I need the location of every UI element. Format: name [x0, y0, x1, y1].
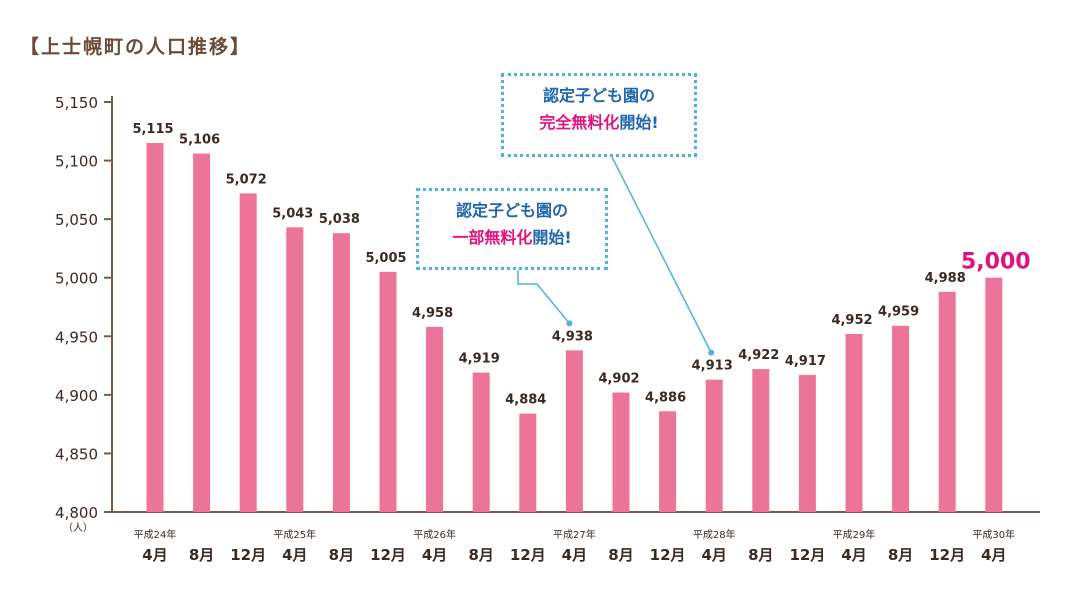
bar	[612, 392, 630, 512]
bar-value-label: 5,115	[132, 122, 173, 137]
x-tick-label: 4月	[841, 546, 866, 564]
callout-partial-highlight: 一部無料化	[452, 228, 533, 247]
bar-value-label: 5,005	[365, 251, 406, 266]
y-tick-label: 4,900	[55, 387, 98, 405]
callout-partial-line2: 一部無料化開始!	[419, 224, 605, 251]
bar-value-label: 4,886	[645, 390, 686, 405]
bar-value-label: 5,043	[272, 206, 313, 221]
bar-value-label: 4,938	[552, 329, 593, 344]
x-tick-label: 8月	[189, 546, 214, 564]
bar	[892, 325, 910, 512]
callout-full-leader-dot	[708, 349, 715, 356]
callout-full-highlight: 完全無料化	[539, 113, 620, 132]
callout-full-line2: 完全無料化開始!	[504, 109, 694, 136]
x-year-label: 平成30年	[972, 528, 1015, 541]
x-tick-label: 12月	[789, 546, 825, 564]
x-tick-label: 4月	[701, 546, 726, 564]
x-tick-label: 8月	[468, 546, 493, 564]
bar-value-label: 4,884	[505, 393, 546, 408]
x-year-label: 平成28年	[693, 528, 736, 541]
callout-partial-rest: 開始!	[532, 228, 572, 247]
y-tick-label: 4,850	[55, 445, 98, 463]
bar	[565, 350, 583, 512]
x-year-label: 平成29年	[833, 528, 876, 541]
x-year-label: 平成27年	[553, 528, 596, 541]
callout-full-line1: 認定子ども園の	[542, 86, 655, 105]
bar-value-label: 4,913	[692, 359, 733, 374]
bar	[659, 411, 677, 512]
y-tick-label: 4,950	[55, 328, 98, 346]
bar	[379, 271, 397, 512]
bar	[146, 143, 164, 512]
x-tick-label: 12月	[929, 546, 965, 564]
bar-value-label: 4,922	[738, 348, 779, 363]
bar-value-label-highlight: 5,000	[961, 250, 1031, 275]
callout-partial-leader-dot	[566, 320, 573, 327]
callout-partial-line1: 認定子ども園の	[455, 201, 568, 220]
x-tick-label: 8月	[608, 546, 633, 564]
bar	[938, 291, 956, 512]
y-tick-label: 4,800	[55, 504, 98, 522]
callout-full-rest: 開始!	[619, 113, 659, 132]
y-tick-label: 5,100	[55, 153, 98, 171]
x-tick-label: 8月	[748, 546, 773, 564]
x-tick-label: 8月	[329, 546, 354, 564]
callout-full-free: 認定子ども園の 完全無料化開始!	[501, 73, 697, 157]
chart-title: 【上士幌町の人口推移】	[20, 36, 252, 58]
bar-value-label: 5,038	[319, 212, 360, 227]
bar-value-label: 4,902	[598, 372, 639, 387]
callout-full-leader	[611, 156, 712, 353]
bar-value-label: 4,959	[878, 305, 919, 320]
bar-value-label: 5,106	[179, 133, 220, 148]
bar-value-label: 5,072	[226, 172, 267, 187]
x-year-label: 平成25年	[273, 528, 316, 541]
bar	[239, 193, 257, 512]
bar	[332, 233, 350, 512]
bar	[705, 379, 723, 512]
x-tick-label: 4月	[142, 546, 167, 564]
bar-value-label: 4,917	[785, 354, 826, 369]
bar	[798, 374, 816, 512]
x-tick-label: 4月	[422, 546, 447, 564]
x-tick-label: 12月	[510, 546, 546, 564]
bar	[472, 372, 490, 512]
bar	[845, 333, 863, 512]
x-year-label: 平成26年	[413, 528, 456, 541]
x-tick-label: 4月	[282, 546, 307, 564]
bar	[519, 413, 537, 512]
bar	[752, 369, 770, 512]
x-tick-label: 4月	[562, 546, 587, 564]
bar-value-label: 4,958	[412, 306, 453, 321]
bar-value-label: 4,919	[459, 352, 500, 367]
callout-partial-free: 認定子ども園の 一部無料化開始!	[416, 188, 608, 270]
y-tick-label: 5,000	[55, 270, 98, 288]
bar-value-label: 4,952	[831, 313, 872, 328]
y-tick-label: 5,050	[55, 211, 98, 229]
callout-partial-leader	[517, 269, 570, 324]
x-tick-label: 12月	[370, 546, 406, 564]
y-tick-label: 5,150	[55, 94, 98, 112]
x-tick-label: 12月	[230, 546, 266, 564]
y-axis-unit: （人）	[63, 522, 93, 534]
x-tick-label: 12月	[650, 546, 686, 564]
bar	[286, 227, 304, 513]
x-tick-label: 4月	[981, 546, 1006, 564]
x-tick-label: 8月	[888, 546, 913, 564]
bar	[985, 277, 1003, 512]
bar	[426, 326, 444, 512]
bar-value-label: 4,988	[925, 271, 966, 286]
x-year-label: 平成24年	[134, 528, 177, 541]
bar	[193, 153, 211, 513]
